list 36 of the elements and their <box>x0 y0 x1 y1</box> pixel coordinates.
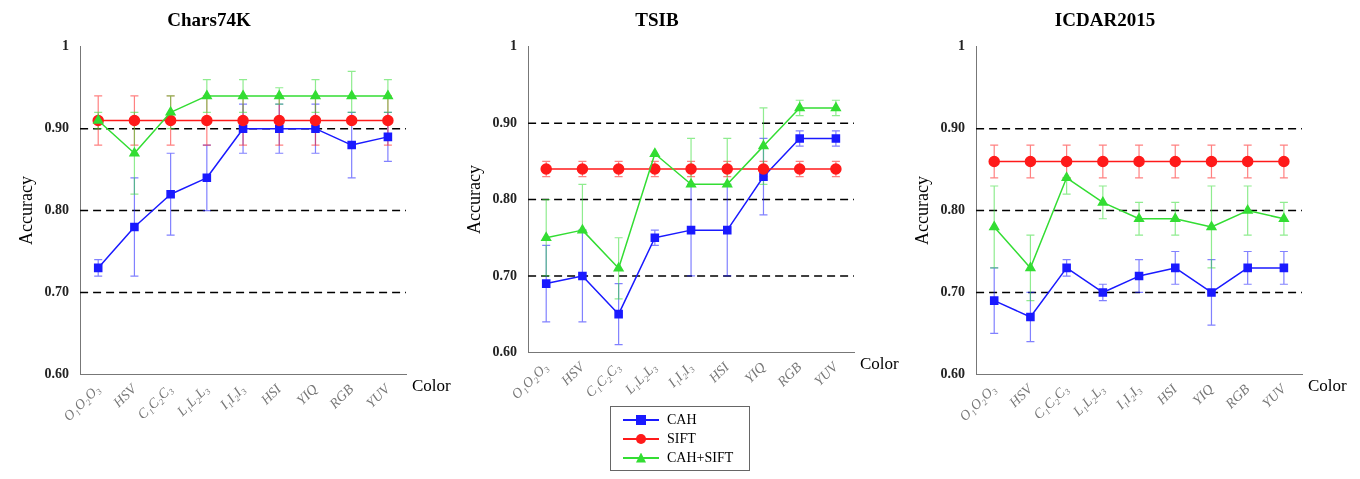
y-tick-label: 0.70 <box>492 267 518 283</box>
y-tick-label: 0.70 <box>44 284 70 300</box>
y-tick-label: 1 <box>958 38 966 54</box>
y-tick-label: 0.70 <box>940 284 966 300</box>
x-axis-title: Color <box>1308 376 1348 396</box>
y-tick-label: 0.90 <box>492 114 518 130</box>
x-tick-label: I₁I₂I₃ <box>664 359 696 391</box>
x-tick-label: I₁I₂I₃ <box>1112 381 1144 413</box>
y-tick-label: 0.80 <box>940 202 966 218</box>
chart-title: Chars74K <box>167 9 251 31</box>
x-tick-label: YIQ <box>1189 381 1217 408</box>
x-axis-title: Color <box>412 376 452 396</box>
y-tick-label: 0.60 <box>940 365 966 381</box>
y-tick-label: 0.60 <box>44 365 70 381</box>
y-axis-title: Accuracy <box>15 176 36 246</box>
x-tick-label: HSI <box>1153 380 1181 409</box>
x-tick-label: HSI <box>257 380 285 409</box>
legend-label: CAH <box>667 411 698 428</box>
y-tick-label: 0.60 <box>492 343 518 359</box>
legend-label: SIFT <box>667 430 697 447</box>
chart-title: ICDAR2015 <box>1054 9 1156 31</box>
y-tick-label: 1 <box>510 38 518 54</box>
y-tick-label: 0.80 <box>44 202 70 218</box>
y-tick-label: 1 <box>62 38 70 54</box>
y-axis-title: Accuracy <box>911 176 932 246</box>
chart-title: TSIB <box>635 9 679 31</box>
x-tick-label: I₁I₂I₃ <box>216 381 248 413</box>
x-axis-title: Color <box>860 354 900 374</box>
legend-label: CAH+SIFT <box>667 449 735 466</box>
y-tick-label: 0.90 <box>44 120 70 136</box>
y-axis-title: Accuracy <box>463 165 484 235</box>
x-tick-label: HSI <box>705 358 733 387</box>
x-tick-label: YIQ <box>293 381 321 408</box>
y-tick-label: 0.80 <box>492 191 518 207</box>
y-tick-label: 0.90 <box>940 120 966 136</box>
x-tick-label: YIQ <box>741 359 769 386</box>
